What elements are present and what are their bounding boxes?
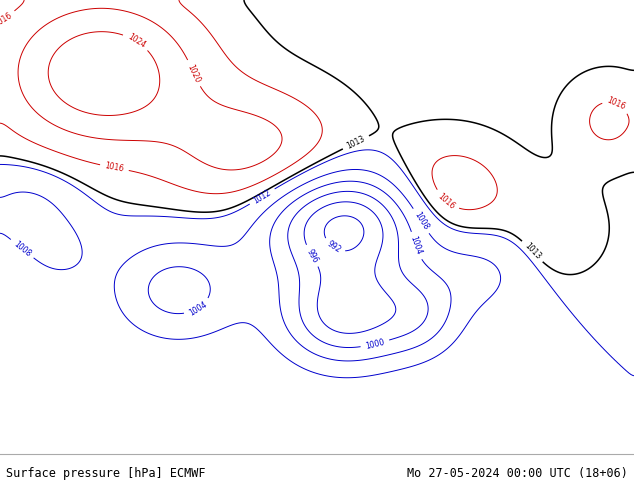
- Text: 992: 992: [325, 240, 342, 255]
- Text: 1004: 1004: [187, 299, 209, 317]
- Text: 1000: 1000: [365, 337, 385, 350]
- Text: 996: 996: [304, 247, 320, 264]
- Text: 1008: 1008: [12, 239, 32, 258]
- Text: 1016: 1016: [104, 161, 125, 174]
- Text: Surface pressure [hPa] ECMWF: Surface pressure [hPa] ECMWF: [6, 467, 206, 480]
- Text: 1013: 1013: [522, 242, 542, 262]
- Text: 1020: 1020: [186, 63, 202, 84]
- Text: Mo 27-05-2024 00:00 UTC (18+06): Mo 27-05-2024 00:00 UTC (18+06): [407, 467, 628, 480]
- Text: 1024: 1024: [126, 32, 147, 50]
- Text: 1012: 1012: [252, 188, 273, 205]
- Text: 1013: 1013: [346, 134, 366, 151]
- Text: 1016: 1016: [0, 11, 13, 29]
- Text: 1004: 1004: [408, 235, 424, 256]
- Text: 1016: 1016: [606, 96, 627, 112]
- Text: 1016: 1016: [436, 191, 456, 211]
- Text: 1008: 1008: [412, 211, 430, 232]
